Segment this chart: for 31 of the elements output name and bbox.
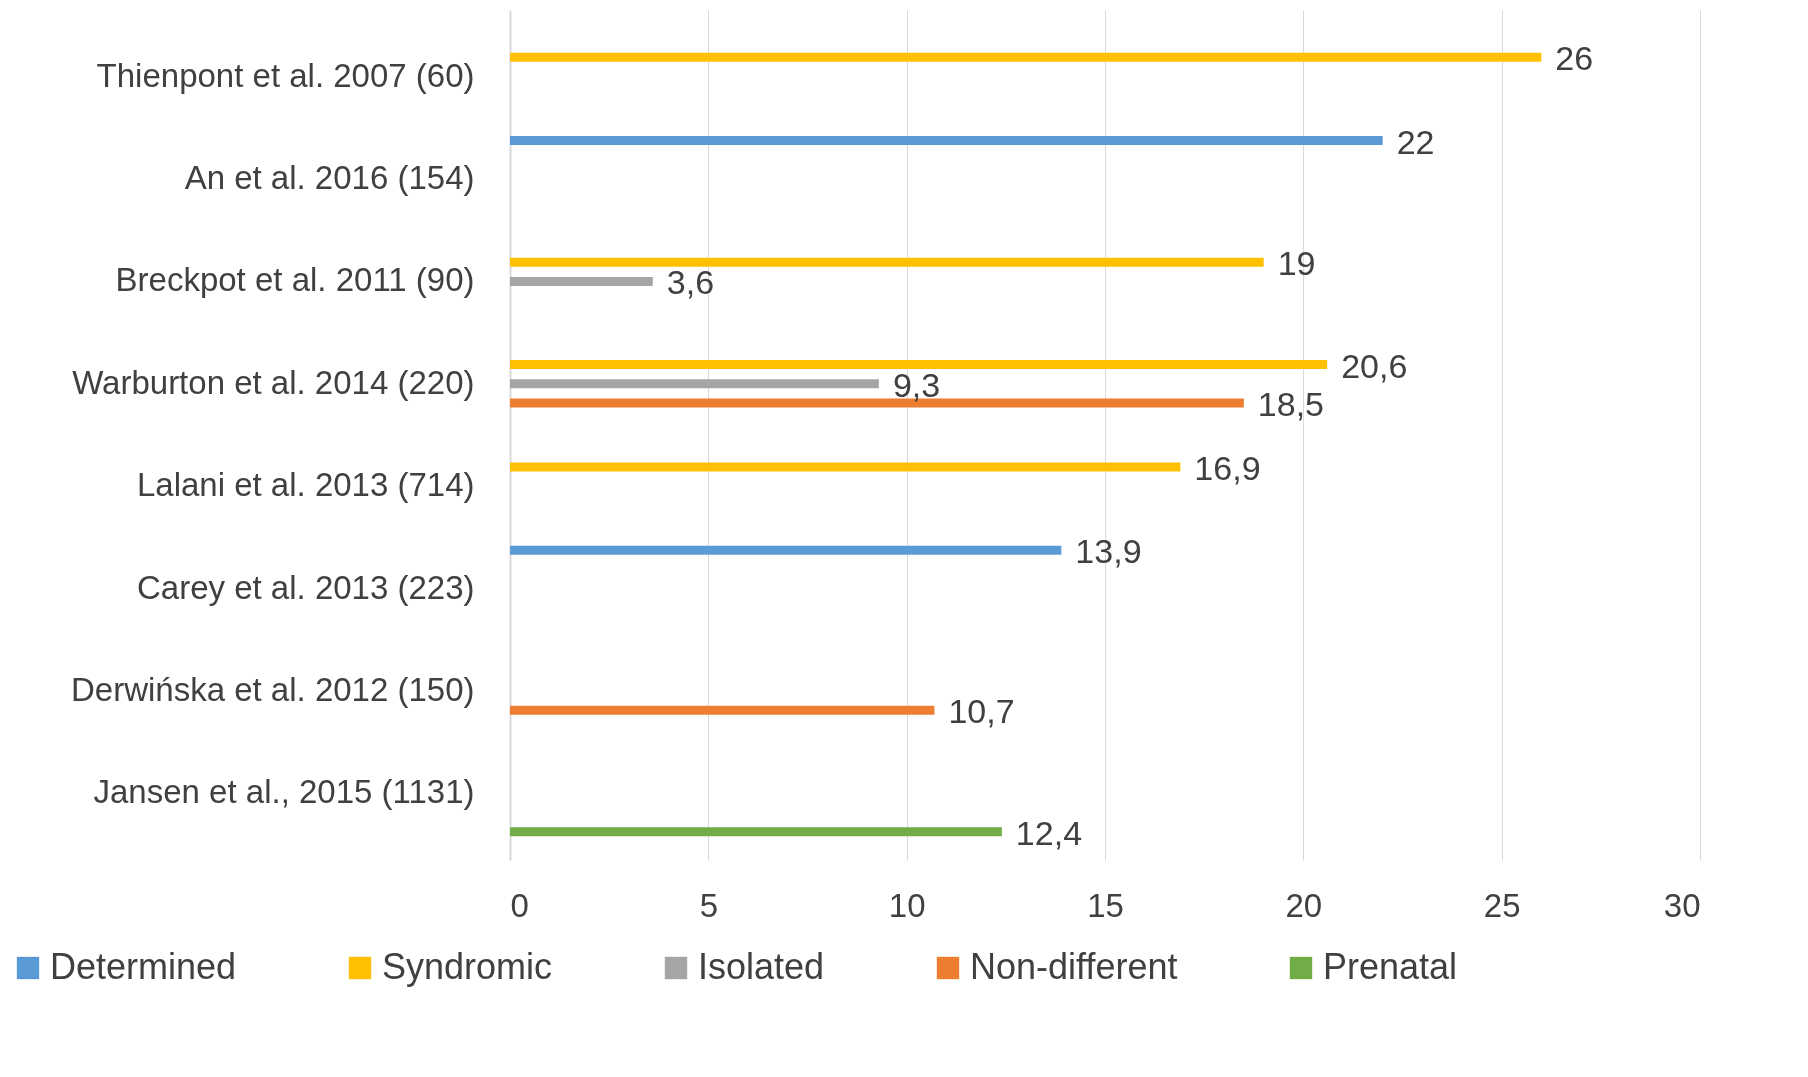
data-label: 16,9: [1194, 449, 1261, 487]
legend-label: Prenatal: [1323, 946, 1458, 987]
legend-label: Determined: [50, 946, 237, 987]
data-label: 9,3: [892, 365, 941, 404]
data-label: 12,4: [1015, 813, 1083, 852]
y-tick-label: Lalani et al. 2013 (714): [136, 466, 475, 504]
legend-label: Non-different: [970, 946, 1178, 987]
y-tick-label: Jansen et al., 2015 (1131): [93, 773, 475, 811]
x-tick-label: 15: [1087, 886, 1124, 924]
y-tick-label: Thienpont et al. 2007 (60): [96, 56, 475, 94]
data-label: 10,7: [948, 692, 1015, 731]
y-tick-label: Warburton et al. 2014 (220): [72, 363, 475, 401]
y-tick-label: An et al. 2016 (154): [184, 158, 475, 196]
x-tick-label: 25: [1483, 886, 1521, 924]
data-label: 13,9: [1075, 532, 1142, 571]
legend-label: Syndromic: [382, 946, 553, 987]
data-label: 19: [1277, 244, 1316, 283]
y-tick-label: Breckpot et al. 2011 (90): [115, 261, 475, 299]
data-label: 26: [1555, 39, 1594, 78]
x-tick-label: 30: [1663, 886, 1701, 924]
data-label: 18,5: [1257, 385, 1325, 423]
legend-label: Isolated: [698, 946, 825, 987]
data-label: 3,6: [666, 263, 715, 302]
x-tick-label: 20: [1285, 886, 1323, 924]
x-tick-label: 0: [510, 886, 529, 924]
y-tick-label: Derwińska et al. 2012 (150): [70, 671, 475, 709]
y-tick-label: Carey et al. 2013 (223): [136, 568, 475, 606]
data-label: 20,6: [1341, 346, 1408, 385]
x-tick-label: 5: [699, 886, 719, 924]
x-tick-label: 10: [888, 886, 926, 924]
data-label: 22: [1396, 122, 1435, 161]
